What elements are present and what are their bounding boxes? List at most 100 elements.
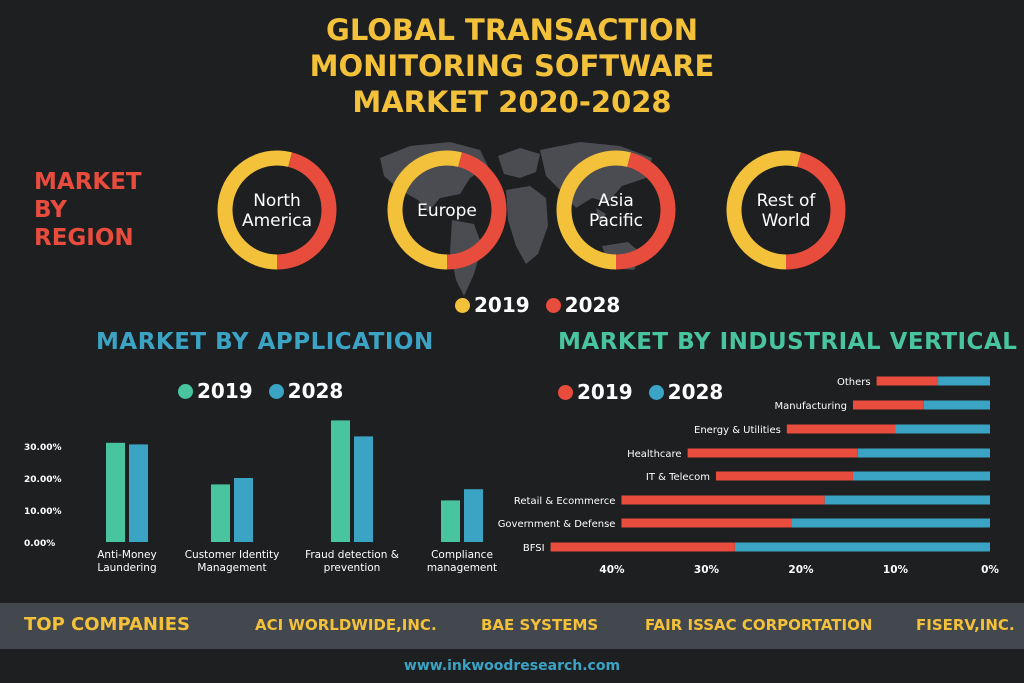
donut-label: Rest of (757, 191, 817, 211)
bar (621, 495, 825, 505)
donut-label: America (242, 211, 312, 231)
legend-swatch (648, 384, 664, 400)
y-category-label: Retail & Ecommerce (514, 496, 616, 507)
bar (876, 376, 939, 386)
legend-swatch (178, 383, 193, 399)
legend-item-2028: 2028 (648, 380, 724, 404)
bar (234, 478, 253, 542)
legend-swatch (545, 297, 561, 313)
vertical-bar-chart: Others Manufacturing Energy & Utilities Hea… (498, 376, 999, 576)
bar (852, 471, 990, 481)
bar (824, 495, 990, 505)
legend-item-2028: 2028 (545, 293, 621, 317)
bar (106, 442, 125, 542)
bar (791, 518, 990, 528)
donut-label: Europe (417, 201, 477, 221)
y-category-label: IT & Telecom (646, 472, 710, 483)
company-name: BAE SYSTEMS (481, 616, 599, 634)
x-tick-label: 40% (599, 564, 625, 576)
donut-segment (726, 150, 846, 270)
x-category-label: Fraud detection & (305, 549, 399, 561)
legend-label: 2019 (474, 293, 530, 317)
bar (786, 424, 896, 434)
x-category-label: Compliance (431, 549, 493, 561)
legend-swatch (558, 384, 573, 400)
x-category-label: prevention (324, 562, 381, 574)
legend-item-2019: 2019 (455, 293, 530, 317)
bar (441, 500, 460, 542)
x-tick-label: 10% (883, 564, 909, 576)
donut-segment (556, 150, 676, 270)
bar (621, 518, 792, 528)
vertical-heading: MARKET BY INDUSTRIAL VERTICAL (558, 329, 1018, 355)
y-category-label: Others (837, 377, 871, 388)
y-category-label: BFSI (523, 543, 545, 554)
donut-label: Pacific (589, 211, 643, 231)
region-heading-line: MARKET (34, 169, 142, 195)
region-heading-line: REGION (34, 225, 134, 251)
application-heading: MARKET BY APPLICATION (96, 329, 434, 355)
bar (938, 376, 990, 386)
y-category-label: Healthcare (627, 449, 682, 460)
y-category-label: Manufacturing (775, 401, 847, 412)
region-legend: 2019 2028 (455, 293, 636, 317)
x-category-label: Anti-Money (97, 549, 156, 561)
y-category-label: Government & Defense (498, 519, 616, 530)
bar (550, 542, 735, 552)
bar (687, 448, 858, 458)
application-legend: 2019 2028 (178, 379, 359, 403)
title-line-2: MONITORING SOFTWARE (309, 49, 715, 83)
legend-label: 2028 (667, 380, 724, 404)
legend-item-2019: 2019 (178, 379, 253, 403)
donut-label: Asia (598, 191, 634, 211)
region-heading-line: BY (34, 197, 67, 223)
bar (857, 448, 990, 458)
company-name: FAIR ISSAC CORPORTATION (645, 616, 873, 634)
x-tick-label: 20% (788, 564, 814, 576)
bar (464, 489, 483, 542)
bar (734, 542, 990, 552)
y-tick-label: 20.00% (24, 475, 62, 485)
donut-label: World (762, 211, 811, 231)
y-category-label: Energy & Utilities (694, 425, 781, 436)
bar (852, 400, 924, 410)
legend-label: 2019 (577, 380, 633, 404)
legend-label: 2028 (564, 293, 621, 317)
bar (895, 424, 990, 434)
bar (715, 471, 853, 481)
y-tick-label: 0.00% (24, 539, 55, 549)
website-link[interactable]: www.inkwoodresearch.com (403, 658, 621, 674)
bar (354, 436, 373, 542)
donut-segment (217, 150, 337, 270)
legend-label: 2019 (197, 379, 253, 403)
title-line-3: MARKET 2020-2028 (352, 85, 672, 119)
x-category-label: Customer Identity (185, 549, 280, 561)
x-category-label: management (427, 562, 497, 574)
top-companies-label: TOP COMPANIES (24, 614, 190, 635)
legend-item-2019: 2019 (558, 380, 633, 404)
company-name: ACI WORLDWIDE,INC. (255, 616, 437, 634)
bar (331, 420, 350, 542)
y-tick-label: 10.00% (24, 507, 62, 517)
legend-label: 2028 (287, 379, 344, 403)
x-category-label: Laundering (97, 562, 156, 574)
x-category-label: Management (197, 562, 266, 574)
company-name: FISERV,INC. (916, 616, 1015, 634)
legend-swatch (455, 297, 470, 313)
title-line-1: GLOBAL TRANSACTION (326, 13, 698, 47)
page-title: GLOBAL TRANSACTION MONITORING SOFTWARE M… (212, 12, 812, 120)
application-bar-chart: 0.00% 10.00% 20.00% 30.00% Anti-MoneyLaunder… (24, 420, 497, 574)
vertical-legend: 2019 2028 (558, 380, 739, 404)
footer-bar: TOP COMPANIES ACI WORLDWIDE,INC. BAE SYS… (0, 603, 1024, 649)
donut-segment (387, 150, 507, 270)
y-tick-label: 30.00% (24, 443, 62, 453)
region-heading: MARKET BY REGION (34, 168, 142, 252)
x-tick-label: 30% (694, 564, 720, 576)
bar (129, 444, 148, 542)
bar (923, 400, 990, 410)
bar (211, 484, 230, 542)
legend-swatch (268, 383, 284, 399)
x-tick-label: 0% (981, 564, 999, 576)
legend-item-2028: 2028 (268, 379, 344, 403)
